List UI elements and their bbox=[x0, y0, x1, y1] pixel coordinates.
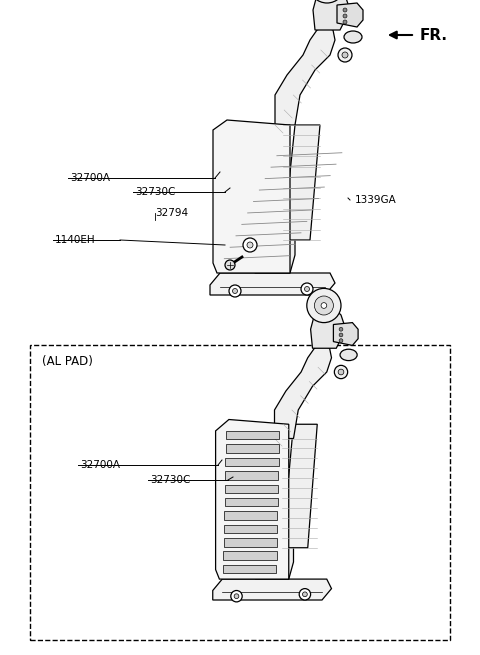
Circle shape bbox=[314, 296, 334, 315]
Circle shape bbox=[231, 591, 242, 602]
Circle shape bbox=[321, 303, 327, 309]
Bar bbox=[225, 471, 278, 479]
Circle shape bbox=[301, 283, 313, 295]
Circle shape bbox=[343, 20, 347, 24]
Bar bbox=[223, 565, 276, 573]
Circle shape bbox=[304, 286, 310, 291]
Bar bbox=[224, 538, 277, 547]
Text: FR.: FR. bbox=[420, 28, 448, 43]
Text: (AL PAD): (AL PAD) bbox=[42, 355, 93, 368]
Circle shape bbox=[225, 260, 235, 270]
Circle shape bbox=[338, 48, 352, 62]
Circle shape bbox=[343, 8, 347, 12]
Bar bbox=[224, 552, 276, 560]
Bar bbox=[224, 525, 277, 533]
Text: 1140EH: 1140EH bbox=[55, 235, 96, 245]
Circle shape bbox=[339, 339, 343, 343]
Bar bbox=[225, 498, 278, 506]
Circle shape bbox=[243, 238, 257, 252]
Polygon shape bbox=[282, 424, 317, 548]
Circle shape bbox=[309, 0, 345, 3]
Ellipse shape bbox=[344, 31, 362, 43]
Bar bbox=[224, 512, 277, 520]
Polygon shape bbox=[311, 307, 346, 348]
Polygon shape bbox=[334, 323, 358, 345]
Circle shape bbox=[299, 589, 311, 600]
Polygon shape bbox=[213, 120, 290, 273]
Bar bbox=[226, 458, 278, 466]
Circle shape bbox=[338, 369, 344, 375]
Circle shape bbox=[229, 285, 241, 297]
Bar bbox=[226, 431, 279, 440]
Polygon shape bbox=[337, 3, 363, 27]
Text: 1339GA: 1339GA bbox=[355, 195, 397, 205]
Text: 32700A: 32700A bbox=[70, 173, 110, 183]
Polygon shape bbox=[255, 543, 293, 579]
Bar bbox=[225, 485, 278, 493]
Polygon shape bbox=[275, 27, 335, 125]
Circle shape bbox=[342, 52, 348, 58]
Circle shape bbox=[302, 592, 307, 597]
Circle shape bbox=[339, 328, 343, 331]
Ellipse shape bbox=[340, 349, 357, 361]
Text: 32794: 32794 bbox=[155, 208, 188, 218]
Polygon shape bbox=[210, 273, 335, 295]
Polygon shape bbox=[213, 579, 332, 600]
Circle shape bbox=[247, 242, 253, 248]
Polygon shape bbox=[255, 235, 295, 273]
Polygon shape bbox=[216, 419, 289, 579]
Circle shape bbox=[339, 333, 343, 337]
Text: 32730C: 32730C bbox=[135, 187, 175, 197]
Polygon shape bbox=[275, 345, 332, 438]
Bar bbox=[30, 345, 450, 640]
Bar bbox=[226, 444, 279, 453]
Text: 32700A: 32700A bbox=[80, 460, 120, 470]
Text: 32730C: 32730C bbox=[150, 475, 191, 485]
Circle shape bbox=[343, 14, 347, 18]
Polygon shape bbox=[283, 125, 320, 240]
Circle shape bbox=[335, 365, 348, 379]
Circle shape bbox=[307, 288, 341, 323]
Circle shape bbox=[232, 288, 238, 293]
Polygon shape bbox=[313, 0, 350, 30]
Circle shape bbox=[234, 594, 239, 599]
